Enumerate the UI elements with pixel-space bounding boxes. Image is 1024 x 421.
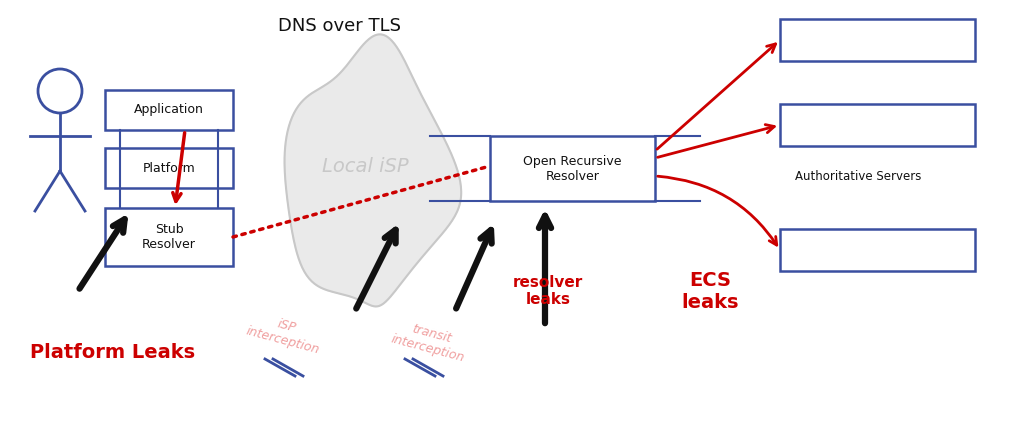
Text: Stub
Resolver: Stub Resolver xyxy=(142,223,196,251)
Text: Local iSP: Local iSP xyxy=(322,157,409,176)
Text: Open Recursive
Resolver: Open Recursive Resolver xyxy=(523,155,622,182)
Bar xyxy=(780,104,975,146)
Text: Platform Leaks: Platform Leaks xyxy=(30,344,196,362)
Bar xyxy=(780,19,975,61)
Text: resolver
leaks: resolver leaks xyxy=(513,275,583,307)
Text: Platform: Platform xyxy=(142,162,196,174)
Bar xyxy=(105,90,233,130)
Text: iSP
interception: iSP interception xyxy=(245,310,325,356)
Bar xyxy=(105,208,233,266)
Bar xyxy=(490,136,655,201)
Polygon shape xyxy=(285,35,461,306)
Text: transit
interception: transit interception xyxy=(390,318,470,364)
Text: Application: Application xyxy=(134,104,204,117)
Bar xyxy=(105,148,233,188)
Text: DNS over TLS: DNS over TLS xyxy=(279,17,401,35)
FancyArrowPatch shape xyxy=(657,176,777,245)
Bar xyxy=(780,229,975,271)
Text: Authoritative Servers: Authoritative Servers xyxy=(795,170,922,182)
Text: ECS
leaks: ECS leaks xyxy=(681,271,738,312)
